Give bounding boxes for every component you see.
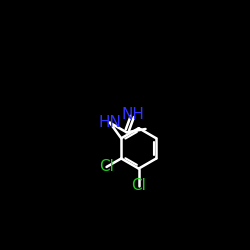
Text: HN: HN [98,115,121,130]
Text: Cl: Cl [99,160,114,174]
Text: NH: NH [122,107,144,122]
Text: Cl: Cl [131,178,146,193]
